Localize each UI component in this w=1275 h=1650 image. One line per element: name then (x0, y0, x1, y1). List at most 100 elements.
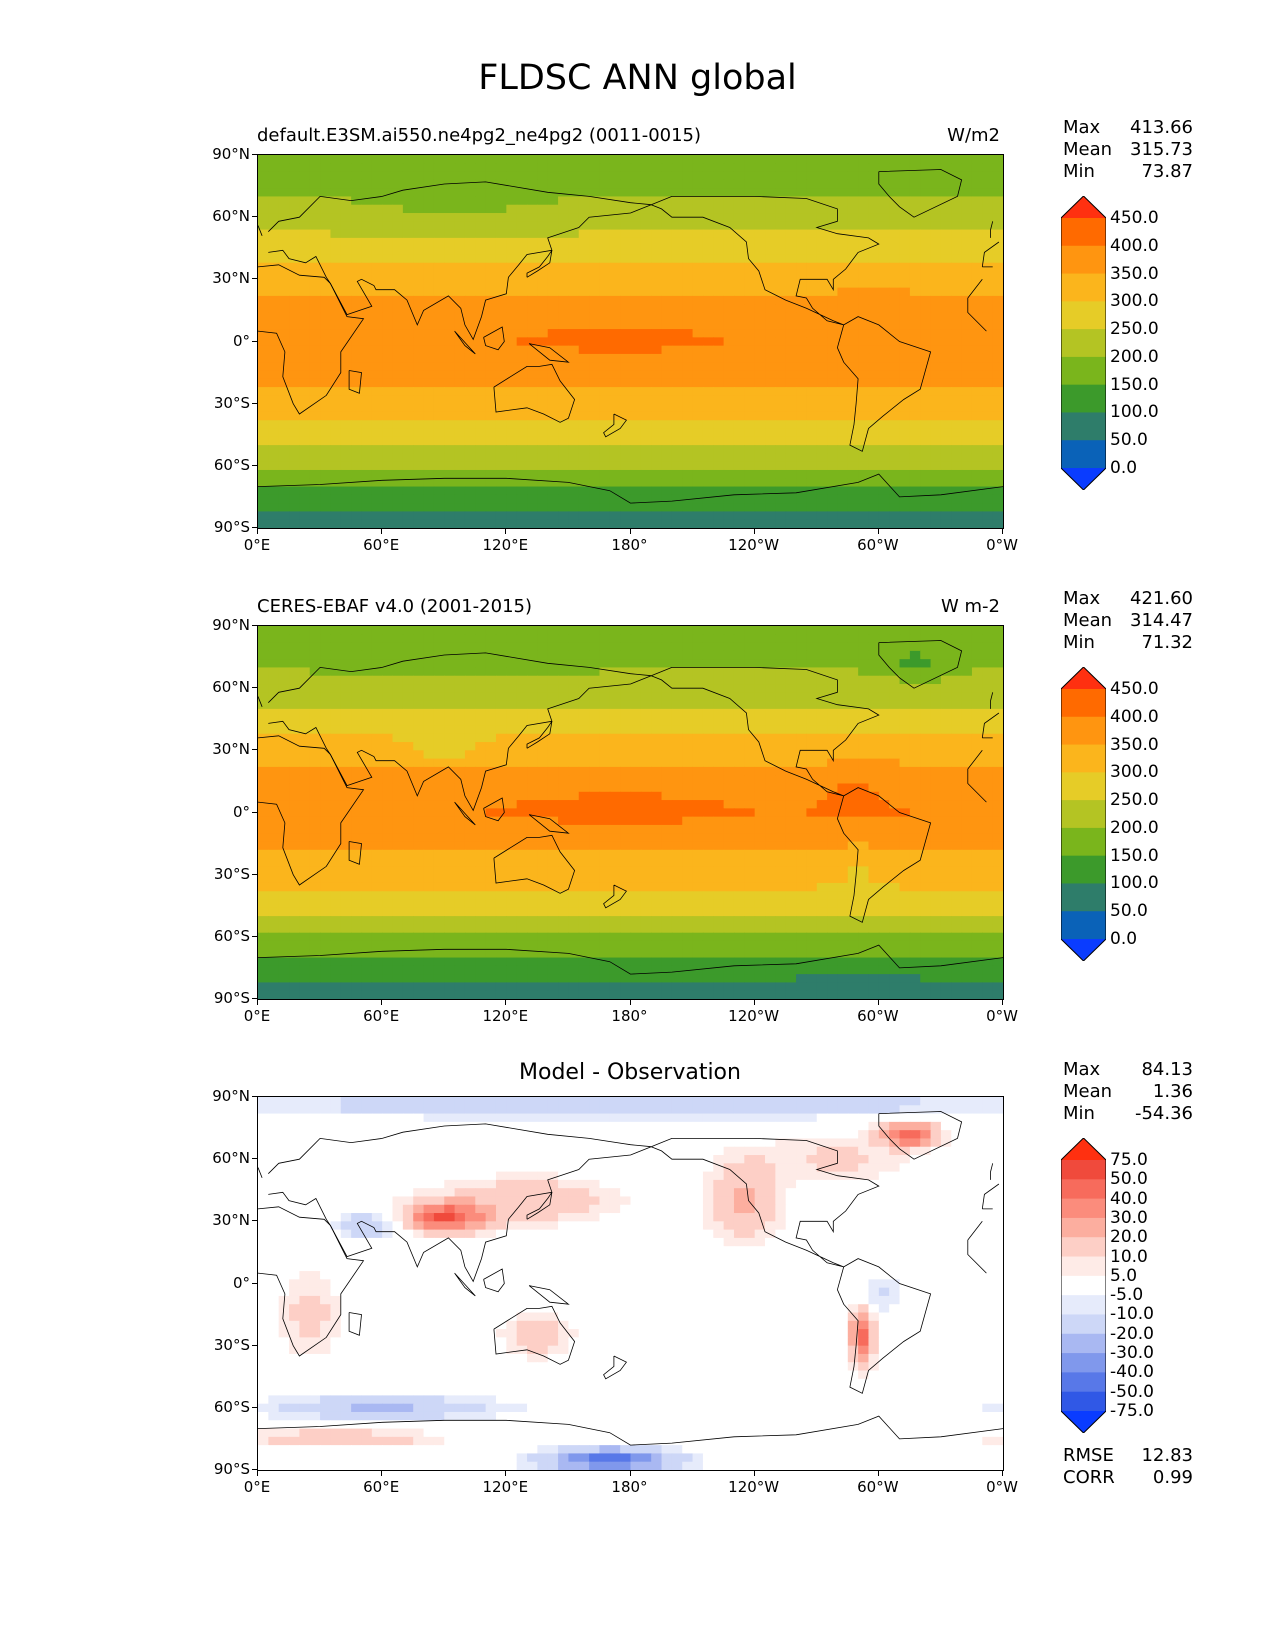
field-cell (351, 345, 363, 355)
field-cell (527, 329, 538, 338)
field-cell (433, 766, 445, 776)
field-cell (651, 378, 663, 388)
field-cell (961, 684, 973, 693)
field-cell (444, 717, 456, 727)
field-cell (299, 378, 311, 388)
field-cell (899, 634, 911, 644)
field-cell (733, 362, 745, 372)
field-cell (671, 519, 683, 528)
field-cell (785, 783, 797, 793)
field-cell (402, 453, 414, 463)
field-cell (682, 403, 694, 413)
field-cell (971, 204, 983, 214)
field-cell (630, 494, 642, 504)
field-cell (340, 188, 352, 198)
field-cell (578, 511, 590, 521)
field-cell (320, 403, 332, 413)
field-cell (961, 229, 973, 239)
field-cell (661, 287, 673, 297)
field-cell (382, 337, 394, 347)
field-cell (837, 295, 849, 305)
field-cell (651, 171, 663, 181)
field-cell (682, 312, 694, 322)
field-cell (785, 403, 797, 413)
field-cell (702, 503, 714, 513)
field-cell (847, 304, 859, 314)
field-cell (558, 642, 570, 652)
field-cell (506, 362, 518, 372)
field-cell (268, 387, 280, 396)
field-cell (827, 246, 839, 256)
field-cell (961, 461, 973, 471)
field-cell (547, 758, 559, 768)
field-cell (516, 279, 528, 289)
field-cell (827, 312, 839, 322)
field-cell (868, 345, 880, 355)
field-cell (785, 329, 797, 338)
field-cell (485, 229, 497, 239)
field-cell (620, 254, 632, 264)
field-cell (589, 634, 601, 644)
field-cell (547, 246, 559, 256)
field-cell (651, 717, 663, 727)
field-cell (951, 717, 963, 727)
field-cell (816, 675, 828, 685)
field-cell (382, 750, 394, 760)
field-cell (765, 271, 776, 280)
field-cell (351, 221, 363, 231)
field-cell (423, 708, 435, 718)
field-cell (423, 469, 435, 479)
field-cell (682, 766, 694, 776)
field-cell (402, 469, 414, 479)
field-cell (382, 775, 394, 785)
field-cell (702, 246, 714, 256)
field-cell (754, 196, 766, 206)
field-cell (330, 783, 342, 793)
field-cell (475, 262, 487, 272)
field-cell (620, 758, 632, 768)
field-cell (589, 675, 601, 685)
field-cell (516, 808, 528, 818)
field-cell (971, 667, 983, 677)
field-cell (940, 634, 952, 644)
field-cell (371, 750, 383, 760)
field-cell (578, 750, 590, 760)
field-cell (847, 428, 859, 438)
field-cell (713, 287, 725, 297)
field-cell (599, 395, 611, 405)
field-cell (816, 329, 828, 338)
field-cell (506, 783, 518, 793)
field-cell (351, 179, 363, 189)
field-cell (444, 692, 456, 702)
field-cell (971, 626, 983, 635)
field-cell (268, 659, 280, 669)
field-cell (744, 684, 756, 693)
field-cell (671, 511, 683, 521)
field-cell (289, 428, 300, 438)
field-cell (713, 478, 725, 488)
field-cell (754, 179, 766, 189)
field-cell (785, 221, 797, 231)
field-cell (775, 700, 787, 710)
field-cell (702, 725, 714, 735)
field-cell (630, 411, 642, 421)
field-cell (733, 733, 745, 743)
field-cell (568, 229, 580, 239)
field-cell (651, 791, 663, 801)
field-cell (661, 791, 673, 801)
field-cell (527, 494, 538, 504)
field-cell (847, 229, 859, 239)
field-cell (433, 387, 445, 396)
field-cell (413, 420, 425, 430)
field-cell (475, 791, 487, 801)
field-cell (433, 237, 445, 247)
field-cell (816, 659, 828, 669)
field-cell (413, 403, 425, 413)
field-cell (392, 708, 404, 718)
field-cell (330, 337, 342, 347)
field-cell (775, 188, 787, 198)
field-cell (733, 345, 745, 355)
field-cell (423, 196, 435, 206)
field-cell (951, 808, 963, 818)
field-cell (506, 650, 518, 660)
